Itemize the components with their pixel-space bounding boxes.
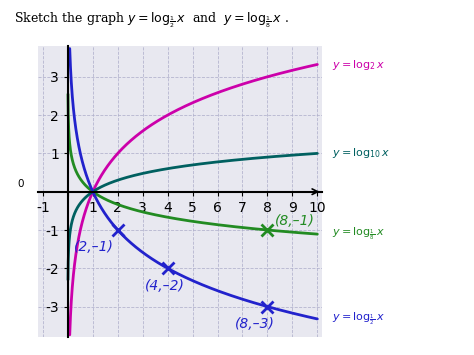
Text: $y = \log_{10} x$: $y = \log_{10} x$: [332, 146, 390, 160]
Text: $y = \log_2 x$: $y = \log_2 x$: [332, 58, 385, 72]
Text: $y = \log_{\frac{1}{8}} x$: $y = \log_{\frac{1}{8}} x$: [332, 226, 384, 242]
Text: (4,–2): (4,–2): [145, 279, 185, 293]
Text: $y = \log_{\frac{1}{2}} x$: $y = \log_{\frac{1}{2}} x$: [332, 311, 384, 327]
Text: (8,–1): (8,–1): [275, 214, 315, 228]
Text: Sketch the graph $y = \log_{\frac{1}{2}} x$  and  $y = \log_{\frac{1}{8}} x$ .: Sketch the graph $y = \log_{\frac{1}{2}}…: [14, 11, 289, 30]
Text: (8,–3): (8,–3): [235, 317, 275, 331]
Text: 0: 0: [17, 179, 24, 190]
Text: (2,–1): (2,–1): [74, 240, 114, 253]
